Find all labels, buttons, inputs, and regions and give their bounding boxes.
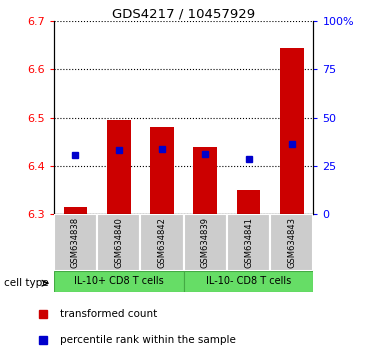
Bar [184,271,313,292]
Text: GSM634839: GSM634839 [201,217,210,268]
Text: GSM634838: GSM634838 [71,217,80,268]
Text: GSM634841: GSM634841 [244,217,253,268]
Text: IL-10- CD8 T cells: IL-10- CD8 T cells [206,276,291,286]
Text: transformed count: transformed count [60,309,157,319]
Bar [237,190,260,214]
Bar [227,214,270,271]
Text: IL-10+ CD8 T cells: IL-10+ CD8 T cells [74,276,164,286]
Text: GSM634843: GSM634843 [288,217,296,268]
Bar [270,214,313,271]
Title: GDS4217 / 10457929: GDS4217 / 10457929 [112,7,255,20]
Bar [140,214,184,271]
Text: GSM634840: GSM634840 [114,217,123,268]
Text: percentile rank within the sample: percentile rank within the sample [60,335,236,345]
Text: cell type: cell type [4,278,48,288]
Bar [280,48,304,214]
Bar [97,214,140,271]
Bar [54,214,97,271]
Bar [150,127,174,214]
Bar [184,214,227,271]
Bar [107,120,131,214]
Bar [54,271,184,292]
Bar [63,207,87,214]
Bar [193,147,217,214]
Text: GSM634842: GSM634842 [158,217,167,268]
